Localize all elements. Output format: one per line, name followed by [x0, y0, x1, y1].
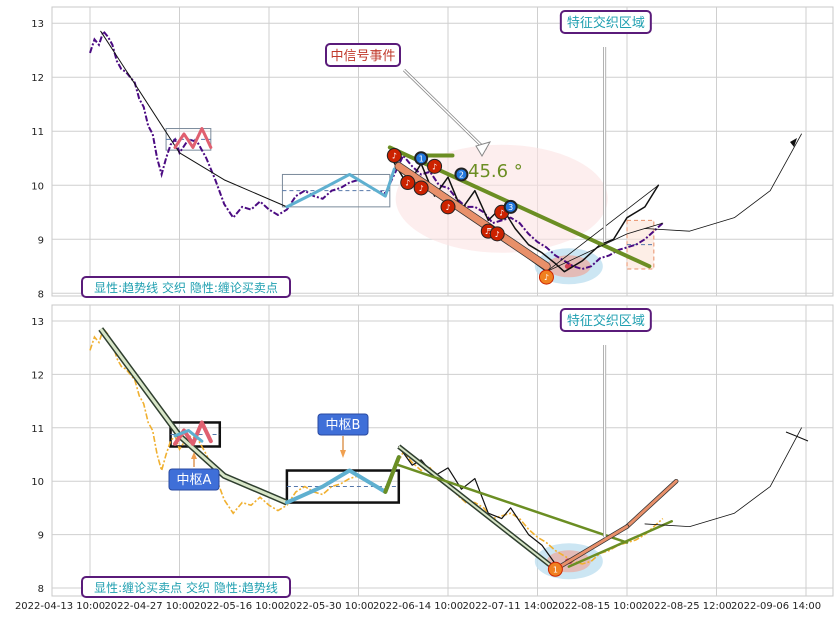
signal-node-label: ♪	[445, 203, 450, 212]
signal-node-label: 2	[459, 170, 464, 179]
trend-band-line	[398, 445, 557, 571]
trend-line	[100, 30, 288, 208]
zhongshu-label: 中枢B	[326, 418, 361, 433]
y-tick-label: 8	[38, 584, 44, 595]
y-tick-label: 8	[38, 289, 44, 300]
curve-line	[644, 133, 802, 232]
salmon-band-line	[553, 525, 629, 571]
zhongshu-label-box	[317, 413, 369, 436]
signal-node-label: 1	[419, 154, 424, 163]
signal-node-label: ♪	[495, 230, 500, 239]
region-label-box	[559, 308, 652, 332]
zhongshu-label: 中枢A	[177, 473, 212, 488]
signal-node	[440, 199, 456, 215]
price-series-line	[89, 29, 664, 271]
event-arrow-head	[475, 141, 492, 157]
signal-node	[503, 199, 518, 214]
y-tick-label: 13	[31, 317, 44, 328]
projection-arrow-head	[790, 138, 797, 147]
thin-line	[546, 222, 664, 273]
y-tick-label: 9	[38, 531, 44, 542]
signal-node	[547, 561, 563, 577]
signal-node-label: ♪	[432, 162, 437, 171]
x-tick-label: 2022-05-16 10:00	[194, 601, 284, 612]
price-series-line	[89, 327, 664, 565]
y-tick-label: 12	[31, 370, 44, 381]
y-tick-label: 10	[31, 181, 44, 192]
x-tick-label: 2022-07-11 14:00	[462, 601, 552, 612]
footer-label-box	[81, 276, 291, 298]
region-label: 特征交织区域	[567, 313, 645, 329]
signal-node	[538, 269, 554, 285]
zhongshu-line	[173, 428, 204, 443]
zhongshu-arrow-head	[191, 452, 197, 459]
zhongshu-label-box	[168, 468, 220, 491]
thick-line	[397, 463, 629, 544]
signal-node-label: ♪	[419, 184, 424, 193]
region-label-box	[559, 10, 652, 34]
x-tick-label: 2022-08-15 10:00	[552, 601, 642, 612]
y-tick-label: 11	[31, 424, 44, 435]
x-tick-label: 2022-09-06 14:00	[731, 601, 821, 612]
region-label: 特征交织区域	[567, 15, 645, 31]
signal-node	[386, 148, 402, 164]
x-tick-label: 2022-08-25 12:00	[641, 601, 731, 612]
event-arrow	[403, 69, 487, 151]
event-label: 中信号事件	[330, 49, 395, 64]
x-axis: 2022-04-13 10:00 2022-04-27 10:00 2022-05-…	[15, 601, 821, 612]
y-tick-label: 11	[31, 127, 44, 138]
signal-node	[454, 167, 469, 182]
x-tick-label: 2022-04-13 10:00	[15, 601, 105, 612]
y-tick-label: 9	[38, 235, 44, 246]
signal-node	[413, 180, 429, 196]
event-label-box	[325, 43, 401, 67]
signal-node	[427, 158, 443, 174]
projection-arrow-head	[785, 431, 809, 442]
zhongshu-line	[383, 455, 401, 494]
signal-node-label: 3	[508, 203, 513, 212]
x-tick-label: 2022-04-27 10:00	[104, 601, 194, 612]
curve-line	[644, 427, 802, 527]
salmon-band-line	[625, 479, 678, 529]
signal-node-label: ♪	[499, 208, 504, 217]
signal-node	[414, 151, 429, 166]
zhongshu-line	[285, 167, 396, 209]
plot-frame	[51, 304, 834, 597]
signal-node	[489, 226, 505, 242]
thick-line	[567, 519, 673, 568]
signal-node	[400, 175, 416, 191]
footer-label: 显性:缠论买卖点 交织 隐性:趋势线	[94, 580, 278, 595]
signal-node-label: ♪	[392, 152, 397, 161]
y-tick-label: 12	[31, 73, 44, 84]
signal-node-label: ♪	[544, 273, 549, 282]
y-tick-label: 10	[31, 477, 44, 488]
trend-band-line	[99, 328, 288, 504]
x-tick-label: 2022-06-14 10:00	[373, 601, 463, 612]
angle-label: 45.6 °	[468, 161, 523, 182]
plot-frame	[51, 6, 834, 297]
signal-node-label: ♬	[485, 227, 492, 236]
signal-node-label: 1	[553, 565, 558, 574]
zigzag-line	[398, 445, 557, 565]
zhongshu-line	[173, 127, 213, 149]
footer-label: 显性:趋势线 交织 隐性:缠论买卖点	[94, 280, 278, 295]
zhongshu-arrow-head	[340, 450, 346, 458]
x-tick-label: 2022-05-30 10:00	[283, 601, 373, 612]
signal-node-label: ♪	[405, 179, 410, 188]
footer-label-box	[81, 576, 291, 598]
y-tick-label: 13	[31, 19, 44, 30]
